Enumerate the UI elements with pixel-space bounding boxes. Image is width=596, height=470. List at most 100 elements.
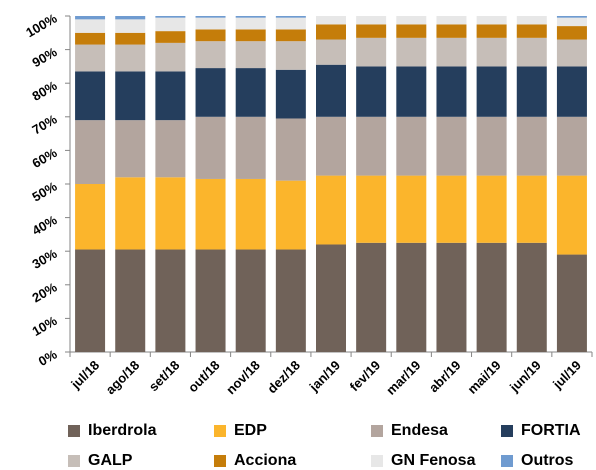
bar-segment-iberdrola	[155, 249, 186, 352]
legend-label: Acciona	[234, 452, 297, 469]
bar-segment-acciona	[516, 24, 547, 38]
bar-segment-endesa	[356, 116, 387, 176]
bar-segment-iberdrola	[75, 249, 106, 352]
bar-segment-endesa	[556, 116, 587, 176]
x-tick-label: jul/19	[549, 358, 584, 393]
bar-segment-gn-fenosa	[396, 16, 427, 25]
bar-segment-fortia	[195, 68, 226, 117]
x-tick-label: out/18	[185, 358, 223, 396]
bar-segment-galp	[115, 44, 146, 72]
bar-segment-endesa	[316, 116, 346, 176]
legend-label: Iberdrola	[88, 422, 157, 439]
x-tick-label: jul/18	[67, 358, 102, 393]
x-tick-label: fev/19	[347, 358, 384, 395]
bar-segment-acciona	[235, 29, 266, 42]
y-tick-label: 30%	[29, 246, 59, 272]
bar-segment-iberdrola	[436, 242, 467, 352]
x-tick-label: set/18	[146, 358, 183, 395]
bar-segment-edp	[275, 180, 306, 250]
bar-segment-acciona	[195, 29, 226, 42]
y-tick-label: 20%	[29, 279, 59, 305]
bar-segment-endesa	[235, 116, 266, 179]
bar-segment-endesa	[75, 120, 106, 184]
bar-segment-iberdrola	[275, 249, 306, 352]
bar-segment-fortia	[275, 69, 306, 119]
legend-label: FORTIA	[521, 422, 581, 439]
legend-label: GALP	[88, 452, 133, 469]
bar-segment-gn-fenosa	[75, 19, 106, 33]
x-tick-label: mar/19	[383, 358, 423, 398]
bar-segment-galp	[155, 42, 186, 72]
bar-segment-endesa	[516, 116, 547, 176]
legend-item-iberdrola: Iberdrola	[68, 422, 156, 440]
bar-segment-gn-fenosa	[476, 16, 507, 25]
legend-item-fortia: FORTIA	[501, 422, 581, 440]
bar-segment-outros	[115, 16, 146, 20]
stacked-bar-chart: 0% 10% 20% 30% 40% 50% 60% 70% 80% 90% 100% jul/18…	[23, 10, 593, 398]
legend-swatch	[501, 425, 513, 437]
y-tick-label: 90%	[29, 44, 59, 70]
legend-swatch	[371, 455, 383, 467]
bar-segment-edp	[75, 184, 106, 250]
bar-segment-galp	[235, 41, 266, 69]
bar-segment-galp	[396, 37, 427, 67]
bar-segment-galp	[476, 37, 507, 67]
bar-segment-iberdrola	[195, 249, 226, 352]
bar-segment-acciona	[396, 24, 427, 38]
x-tick-label: mai/19	[465, 358, 504, 397]
bar-segment-iberdrola	[235, 249, 266, 352]
bar-segment-iberdrola	[316, 244, 346, 352]
x-tick-label: abr/19	[426, 358, 464, 396]
bar-segment-edp	[396, 175, 427, 243]
bars	[75, 16, 587, 352]
bar-segment-fortia	[115, 71, 146, 121]
bar-segment-edp	[155, 177, 186, 250]
legend-item-acciona: Acciona	[214, 452, 296, 470]
bar-segment-fortia	[396, 66, 427, 117]
x-tick-label: ago/18	[103, 358, 143, 398]
legend-item-endesa: Endesa	[371, 422, 448, 440]
bar-segment-gn-fenosa	[115, 19, 146, 33]
bar-segment-fortia	[235, 68, 266, 117]
legend-item-gn-fenosa: GN Fenosa	[371, 452, 475, 470]
bar-segment-acciona	[436, 24, 467, 38]
bar-segment-gn-fenosa	[235, 17, 266, 30]
bar-segment-edp	[316, 175, 346, 245]
bar-segment-edp	[235, 178, 266, 250]
bar-segment-acciona	[356, 24, 387, 38]
bar-segment-iberdrola	[476, 242, 507, 352]
y-tick-label: 80%	[29, 78, 59, 104]
bar-segment-gn-fenosa	[316, 16, 346, 25]
bar-segment-galp	[316, 39, 346, 65]
bar-segment-fortia	[356, 66, 387, 117]
bar-segment-edp	[115, 177, 146, 250]
bar-segment-gn-fenosa	[516, 16, 547, 25]
legend-swatch	[68, 455, 80, 467]
bar-segment-outros	[556, 16, 587, 18]
bar-segment-edp	[516, 175, 547, 243]
bar-segment-outros	[155, 16, 186, 18]
y-tick-label: 60%	[29, 145, 59, 171]
bar-segment-galp	[275, 41, 306, 70]
legend-item-galp: GALP	[68, 452, 132, 470]
bar-segment-endesa	[476, 116, 507, 176]
legend-label: Endesa	[391, 422, 448, 439]
x-tick-label: nov/18	[223, 358, 263, 398]
bar-segment-acciona	[75, 32, 106, 45]
x-tick-label: jan/19	[306, 358, 343, 395]
bar-segment-iberdrola	[115, 249, 146, 352]
bar-segment-endesa	[436, 116, 467, 176]
bar-segment-fortia	[556, 66, 587, 117]
bar-segment-endesa	[155, 120, 186, 178]
bar-segment-galp	[195, 41, 226, 69]
legend-swatch	[371, 425, 383, 437]
legend-swatch	[214, 425, 226, 437]
bar-segment-acciona	[556, 26, 587, 40]
bar-segment-gn-fenosa	[155, 17, 186, 32]
y-tick-label: 70%	[29, 111, 59, 137]
bar-segment-endesa	[195, 116, 226, 179]
bar-segment-edp	[356, 175, 387, 243]
x-tick-label: dez/18	[264, 358, 303, 397]
legend-swatch	[501, 455, 513, 467]
bar-segment-acciona	[316, 24, 346, 40]
